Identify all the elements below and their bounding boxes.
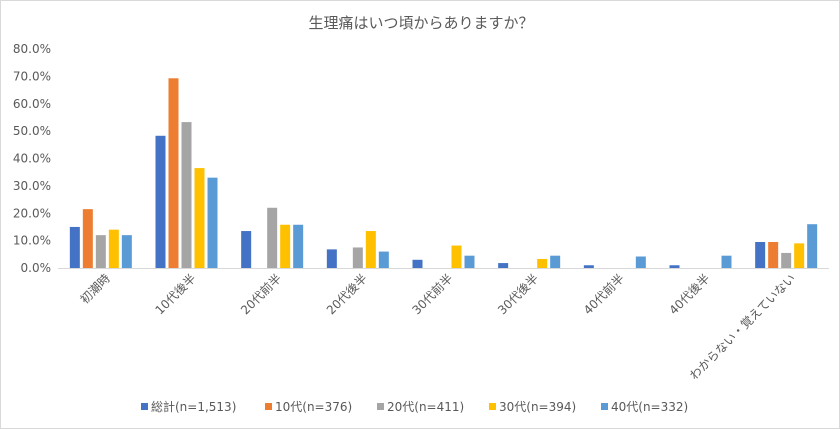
bar-1-4 (326, 249, 337, 268)
legend-swatch (377, 403, 384, 410)
legend-label: 20代(n=411) (387, 400, 464, 414)
y-tick-label: 60.0% (13, 97, 51, 111)
legend-label: 30代(n=394) (499, 400, 576, 414)
bar-5-8 (721, 255, 732, 268)
bar-4-5 (451, 245, 462, 268)
bar-1-6 (498, 263, 509, 268)
bar-2-2 (168, 78, 179, 268)
legend-swatch (141, 403, 148, 410)
category-label: 10代後半 (152, 271, 198, 317)
y-tick-label: 30.0% (13, 179, 51, 193)
legend-label: 10代(n=376) (275, 400, 352, 414)
legend-label: 総計(n=1,513) (151, 399, 236, 414)
bar-layer (69, 78, 818, 268)
category-label: 30代後半 (495, 271, 541, 317)
bar-4-9 (794, 243, 805, 268)
category-label: 初潮時 (77, 271, 113, 307)
category-label-layer: 初潮時 10代後半 20代前半 20代後半 30代前半 30代後半 40代前半 40代後半わか… (77, 271, 798, 383)
category-label: 40代前半 (580, 271, 627, 318)
bar-1-5 (412, 259, 423, 268)
bar-5-6 (550, 255, 561, 268)
bar-4-2 (194, 168, 205, 268)
bar-4-6 (537, 258, 548, 268)
bar-1-1 (69, 226, 80, 268)
bar-5-7 (635, 256, 646, 268)
legend-swatch (489, 403, 496, 410)
bar-3-1 (95, 235, 106, 268)
legend: 総計(n=1,513) 10代(n=376) 20代(n=411) 30代(n=394… (141, 399, 688, 414)
category-label: 20代前半 (237, 271, 284, 318)
y-tick-label: 10.0% (13, 234, 51, 248)
y-tick-label: 70.0% (13, 69, 51, 83)
bar-2-1 (82, 209, 93, 268)
category-label: 30代前半 (409, 271, 456, 318)
bar-1-9 (755, 241, 766, 268)
bar-5-3 (293, 224, 304, 268)
y-tick-label: 0.0% (21, 261, 52, 275)
bar-1-2 (155, 135, 166, 268)
y-tick-label: 20.0% (13, 206, 51, 220)
bar-2-9 (768, 241, 779, 268)
bar-5-5 (464, 255, 475, 268)
category-label: 40代後半 (666, 271, 712, 317)
bar-5-4 (378, 251, 389, 268)
legend-swatch (601, 403, 608, 410)
legend-label: 40代(n=332) (611, 400, 688, 414)
bar-3-3 (267, 207, 278, 268)
y-tick-label: 40.0% (13, 152, 51, 166)
bar-5-1 (121, 235, 132, 268)
bar-1-8 (669, 265, 680, 268)
axis-layer: 0.0% 10.0% 20.0% 30.0% 40.0% 50.0% 60.0% 70.0% 8… (13, 42, 829, 275)
y-tick-label: 80.0% (13, 42, 51, 56)
bar-4-4 (365, 231, 376, 268)
y-tick-label: 50.0% (13, 124, 51, 138)
bar-5-2 (207, 177, 218, 268)
bar-3-2 (181, 122, 192, 268)
bar-4-1 (108, 229, 119, 268)
bar-5-9 (807, 224, 818, 268)
chart-title: 生理痛はいつ頃からありますか？ (308, 14, 533, 32)
bar-3-4 (352, 247, 363, 268)
legend-swatch (265, 403, 272, 410)
category-label: 20代後半 (324, 271, 370, 317)
bar-1-3 (241, 231, 252, 268)
bar-3-9 (781, 252, 792, 268)
bar-1-7 (583, 265, 594, 268)
bar-4-3 (280, 224, 291, 268)
